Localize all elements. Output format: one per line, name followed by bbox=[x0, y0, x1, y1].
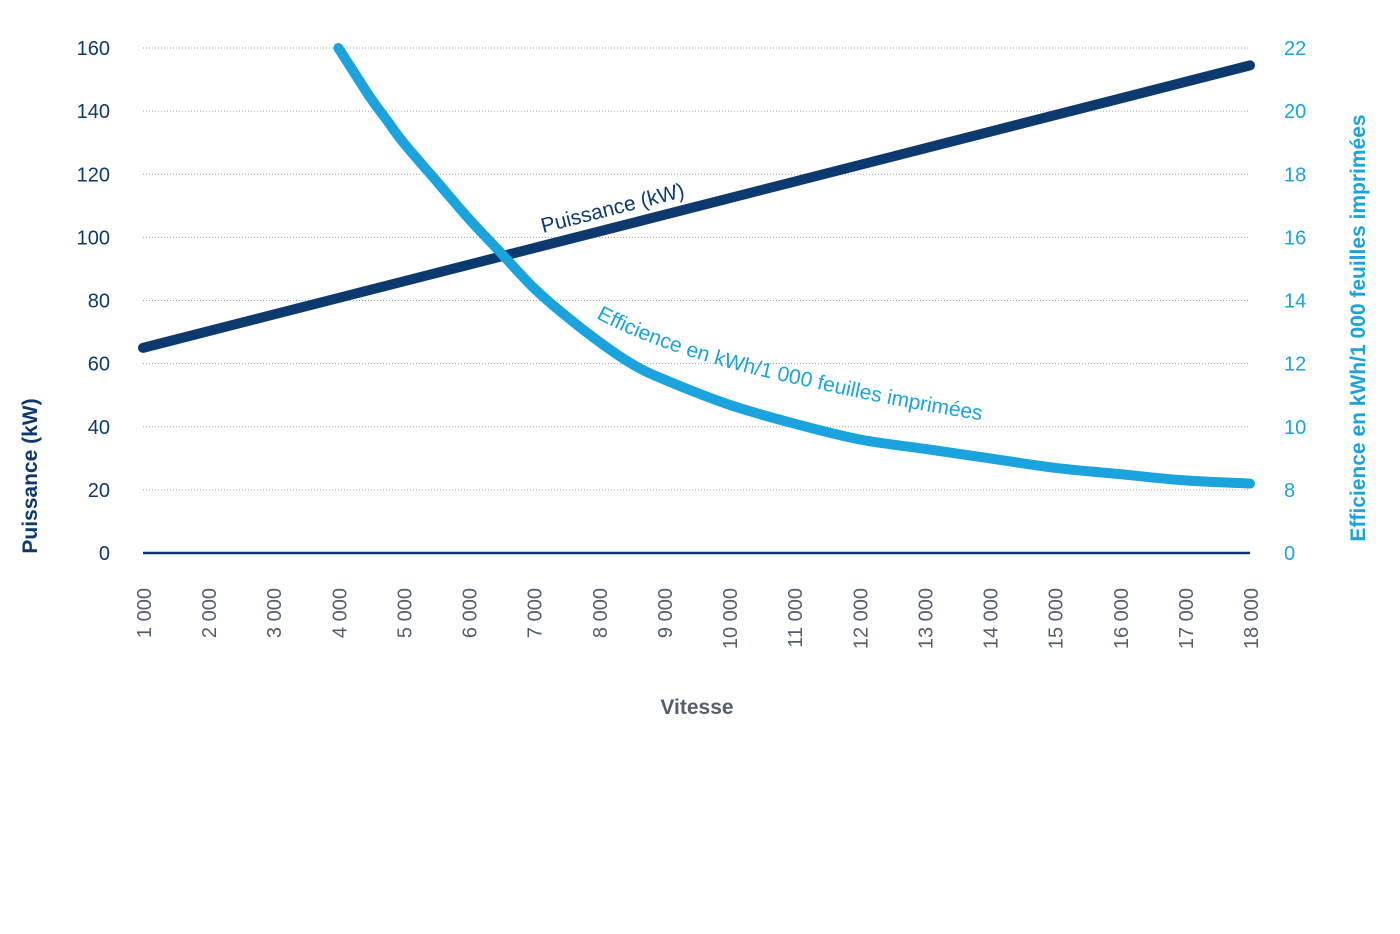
x-tick-label: 5 000 bbox=[394, 588, 416, 638]
right-tick-label: 14 bbox=[1284, 291, 1306, 313]
left-tick-label: 140 bbox=[77, 101, 110, 123]
right-tick-label: 8 bbox=[1284, 480, 1295, 502]
x-tick-label: 17 000 bbox=[1176, 588, 1198, 649]
x-tick-label: 8 000 bbox=[590, 588, 612, 638]
series-line-efficience bbox=[333, 43, 1255, 489]
right-axis-title: Efficience en kWh/1 000 feuilles imprimé… bbox=[1347, 114, 1370, 541]
series-layer bbox=[138, 43, 1255, 489]
left-tick-label: 40 bbox=[88, 417, 110, 439]
x-tick-label: 12 000 bbox=[850, 588, 872, 649]
x-tick-label: 4 000 bbox=[329, 588, 351, 638]
x-tick-label: 14 000 bbox=[981, 588, 1003, 649]
right-tick-label: 16 bbox=[1284, 227, 1306, 249]
x-tick-label: 3 000 bbox=[264, 588, 286, 638]
x-axis-ticks: 1 000 2 000 3 000 4 000 5 000 6 000 7 000 8 000… bbox=[134, 588, 1263, 649]
right-axis-ticks: 0 8 10 12 14 16 18 20 22 bbox=[1284, 38, 1306, 565]
left-axis-title: Puissance (kW) bbox=[19, 398, 42, 553]
left-tick-label: 20 bbox=[88, 480, 110, 502]
left-axis-ticks: 0 20 40 60 80 100 120 140 160 bbox=[77, 38, 110, 565]
right-tick-label: 0 bbox=[1284, 543, 1295, 565]
right-tick-label: 10 bbox=[1284, 417, 1306, 439]
x-tick-label: 13 000 bbox=[915, 588, 937, 649]
x-tick-label: 7 000 bbox=[525, 588, 547, 638]
x-tick-label: 15 000 bbox=[1046, 588, 1068, 649]
x-tick-label: 18 000 bbox=[1241, 588, 1263, 649]
right-tick-label: 22 bbox=[1284, 38, 1306, 60]
x-tick-label: 10 000 bbox=[720, 588, 742, 649]
x-axis-title: Vitesse bbox=[660, 696, 733, 719]
left-tick-label: 100 bbox=[77, 227, 110, 249]
left-tick-label: 0 bbox=[99, 543, 110, 565]
right-tick-label: 12 bbox=[1284, 354, 1306, 376]
left-tick-label: 60 bbox=[88, 354, 110, 376]
series-line-puissance bbox=[138, 60, 1255, 353]
right-tick-label: 20 bbox=[1284, 101, 1306, 123]
x-tick-label: 1 000 bbox=[134, 588, 156, 638]
x-tick-label: 9 000 bbox=[655, 588, 677, 638]
right-tick-label: 18 bbox=[1284, 164, 1306, 186]
grid-lines bbox=[143, 47, 1250, 491]
series-labels: Puissance (kW)Efficience en kWh/1 000 fe… bbox=[539, 179, 985, 425]
x-tick-label: 11 000 bbox=[785, 588, 807, 648]
x-tick-label: 6 000 bbox=[460, 588, 482, 638]
left-tick-label: 120 bbox=[77, 164, 110, 186]
x-tick-label: 2 000 bbox=[199, 588, 221, 638]
x-tick-label: 16 000 bbox=[1111, 588, 1133, 649]
left-tick-label: 160 bbox=[77, 38, 110, 60]
left-tick-label: 80 bbox=[88, 291, 110, 313]
